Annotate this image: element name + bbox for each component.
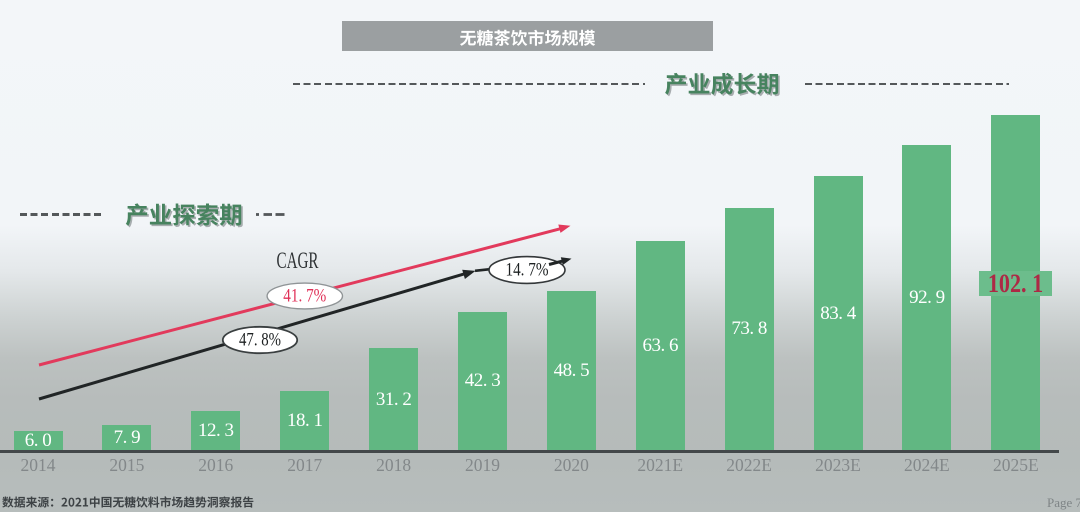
svg-text:41. 7%: 41. 7% [283,285,326,306]
svg-text:47. 8%: 47. 8% [239,329,281,350]
svg-text:CAGR: CAGR [277,248,319,273]
svg-text:14. 7%: 14. 7% [506,259,549,280]
